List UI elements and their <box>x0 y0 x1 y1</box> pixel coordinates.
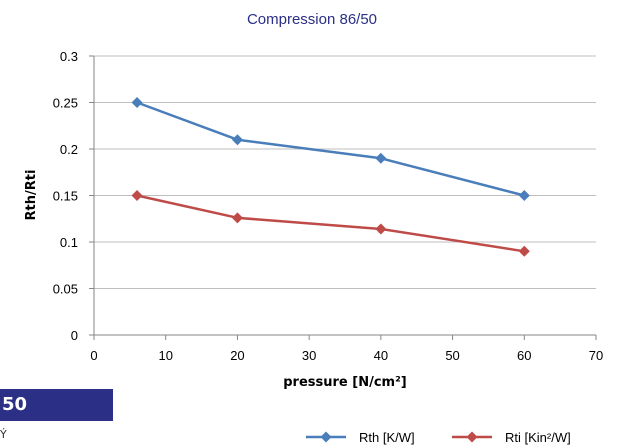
y-tick-label: 0.05 <box>53 282 78 297</box>
y-tick-label: 0 <box>71 328 78 343</box>
y-tick-label: 0.3 <box>60 49 78 64</box>
x-tick-label: 20 <box>230 348 244 363</box>
data-point-marker <box>375 223 387 235</box>
x-tick-label: 0 <box>90 348 97 363</box>
x-axis-label: pressure [N/cm²] <box>283 375 406 390</box>
y-tick-label: 0.2 <box>60 142 78 157</box>
data-point-marker <box>518 245 530 257</box>
section-number-badge: 50 <box>0 389 113 421</box>
legend-label: Rti [Kin²/W] <box>505 430 571 445</box>
x-tick-label: 60 <box>517 348 531 363</box>
x-tick-label: 70 <box>589 348 603 363</box>
legend-marker <box>466 431 478 443</box>
x-tick-label: 40 <box>374 348 388 363</box>
axes <box>93 56 596 336</box>
page-text-fragment: Ý <box>0 428 7 441</box>
data-point-marker <box>131 190 143 201</box>
y-tick-label: 0.25 <box>53 96 78 111</box>
y-axis-label: Rth/Rti <box>24 170 39 221</box>
x-tick-label: 50 <box>445 348 459 363</box>
series-line-2 <box>136 194 525 253</box>
data-point-marker <box>375 152 387 164</box>
data-point-marker <box>231 212 243 224</box>
y-tick-label: 0.1 <box>60 235 78 250</box>
legend-marker <box>320 431 332 443</box>
legend: Rth [K/W] Rti [Kin²/W] <box>306 430 571 445</box>
grid-lines <box>89 55 597 340</box>
y-tick-labels: 0 0.05 0.1 0.15 0.2 0.25 0.3 <box>53 49 78 343</box>
x-tick-labels: 0 10 20 30 40 50 60 70 <box>90 348 603 363</box>
chart-title: Compression 86/50 <box>247 11 377 28</box>
data-point-marker <box>518 190 530 201</box>
y-tick-label: 0.15 <box>53 189 78 204</box>
data-point-marker <box>231 134 243 146</box>
series-line-1 <box>136 101 525 197</box>
data-point-marker <box>131 97 143 108</box>
x-tick-label: 30 <box>302 348 316 363</box>
legend-label: Rth [K/W] <box>359 430 415 445</box>
data-series <box>131 97 530 257</box>
x-tick-label: 10 <box>158 348 172 363</box>
